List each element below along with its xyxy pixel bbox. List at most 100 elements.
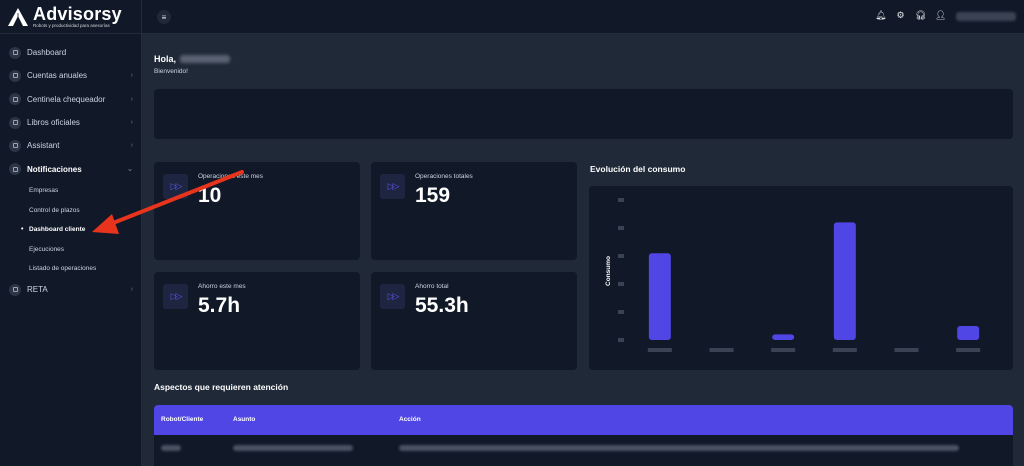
- user-name-redacted: [180, 55, 231, 63]
- chevron-right-icon: ›: [130, 286, 133, 294]
- logo-mark-icon: [8, 7, 28, 26]
- chart-svg: Consumo: [605, 198, 981, 352]
- stat-card-ahorro-mes: ▷▷ Ahorro este mes 5.7h: [154, 272, 360, 370]
- sidebar-item-label: Cuentas anuales: [27, 71, 88, 81]
- table-cell-redacted: [161, 445, 181, 451]
- brand-tagline: Robots y productividad para asesorías: [33, 22, 110, 28]
- table-cell-redacted: [233, 445, 353, 451]
- stat-value: 55.3h: [415, 294, 469, 317]
- sidebar-item-centinela[interactable]: Centinela chequeador ›: [0, 88, 141, 111]
- sidebar-item-label: Libros oficiales: [27, 118, 80, 128]
- stat-label: Operaciones este mes: [198, 173, 264, 180]
- y-tick-label-redacted: [618, 254, 624, 258]
- sidebar-item-label: Dashboard: [27, 48, 67, 58]
- box-icon: [9, 283, 21, 296]
- topbar: ≡ 🔔︎ ⚙ 🎧︎ 👤︎: [142, 0, 1024, 34]
- sidebar-subitem-label: Empresas: [29, 187, 59, 195]
- welcome-text: Bienvenido!: [154, 68, 188, 75]
- x-tick-label-redacted: [771, 348, 796, 352]
- sidebar-item-dashboard[interactable]: Dashboard: [0, 41, 141, 64]
- chart-icon: [9, 46, 21, 59]
- box-icon: [9, 163, 21, 176]
- brand-name: Advisorsy: [33, 3, 122, 24]
- fast-forward-icon: ▷▷: [163, 174, 188, 199]
- chart-bar[interactable]: [648, 253, 671, 340]
- attention-table: Robot/Cliente Asunto Acción: [154, 405, 1013, 466]
- stat-value: 5.7h: [198, 294, 241, 317]
- sidebar-item-libros-oficiales[interactable]: Libros oficiales ›: [0, 111, 141, 134]
- box-icon: [9, 69, 21, 82]
- user-icon[interactable]: 👤︎: [935, 10, 947, 20]
- greeting-text: Hola,: [154, 54, 177, 64]
- sidebar-item-label: Centinela chequeador: [27, 94, 106, 104]
- consumption-chart: Consumo: [589, 186, 1013, 370]
- table-cell-redacted: [399, 445, 959, 451]
- sidebar-subitem-listado-operaciones[interactable]: Listado de operaciones: [0, 259, 141, 279]
- sidebar-item-cuentas-anuales[interactable]: Cuentas anuales ›: [0, 64, 141, 87]
- fast-forward-icon: ▷▷: [380, 174, 405, 199]
- menu-toggle-icon[interactable]: ≡: [157, 10, 171, 24]
- column-header-asunto: Asunto: [233, 416, 256, 423]
- chevron-right-icon: ›: [130, 142, 133, 150]
- y-tick-label-redacted: [618, 310, 624, 314]
- x-tick-label-redacted: [894, 348, 919, 352]
- banner-panel: [154, 89, 1013, 139]
- box-icon: [9, 93, 21, 106]
- x-tick-label-redacted: [647, 348, 672, 352]
- sidebar: Advisorsy Robots y productividad para as…: [0, 0, 142, 466]
- stat-label: Ahorro este mes: [198, 283, 246, 290]
- stat-card-operaciones-mes: ▷▷ Operaciones este mes 10: [154, 162, 360, 260]
- y-tick-label-redacted: [618, 226, 624, 230]
- sidebar-nav: Dashboard Cuentas anuales › Centinela ch…: [0, 34, 141, 302]
- sidebar-subitem-control-plazos[interactable]: Control de plazos: [0, 200, 141, 220]
- chart-y-axis-label: Consumo: [605, 256, 612, 286]
- fast-forward-icon: ▷▷: [163, 284, 188, 309]
- brand-logo[interactable]: Advisorsy Robots y productividad para as…: [0, 0, 141, 34]
- column-header-robot-cliente: Robot/Cliente: [161, 416, 204, 423]
- gear-icon[interactable]: ⚙: [896, 10, 905, 20]
- box-icon: [9, 116, 21, 129]
- table-row[interactable]: [154, 435, 1013, 466]
- stat-value: 10: [198, 184, 222, 207]
- sidebar-subitem-label: Control de plazos: [29, 206, 80, 214]
- stat-card-ahorro-total: ▷▷ Ahorro total 55.3h: [371, 272, 577, 370]
- column-header-accion: Acción: [399, 416, 421, 423]
- sidebar-subitem-dashboard-cliente[interactable]: Dashboard cliente: [0, 220, 141, 240]
- table-header: Robot/Cliente Asunto Acción: [154, 405, 1013, 435]
- x-tick-label-redacted: [709, 348, 734, 352]
- sidebar-item-assistant[interactable]: Assistant ›: [0, 134, 141, 157]
- y-tick-label-redacted: [618, 338, 624, 342]
- stat-value: 159: [415, 184, 451, 207]
- chevron-right-icon: ›: [130, 95, 133, 103]
- topbar-actions: 🔔︎ ⚙ 🎧︎ 👤︎: [875, 10, 946, 21]
- chart-title: Evolución del consumo: [590, 164, 686, 174]
- sidebar-item-label: RETA: [27, 285, 48, 295]
- fast-forward-icon: ▷▷: [380, 284, 405, 309]
- attention-title: Aspectos que requieren atención: [154, 382, 289, 392]
- sidebar-subitem-label: Ejecuciones: [29, 245, 65, 253]
- sidebar-subitem-label: Listado de operaciones: [29, 265, 97, 273]
- greeting: Hola,: [154, 54, 231, 64]
- stat-label: Operaciones totales: [415, 173, 473, 180]
- user-name-redacted[interactable]: [956, 12, 1016, 21]
- chevron-right-icon: ›: [130, 72, 133, 80]
- sidebar-item-reta[interactable]: RETA ›: [0, 278, 141, 301]
- y-tick-label-redacted: [618, 198, 624, 202]
- sidebar-item-notificaciones[interactable]: Notificaciones ⌄: [0, 157, 141, 180]
- x-tick-label-redacted: [832, 348, 857, 352]
- headset-icon[interactable]: 🎧︎: [915, 10, 927, 20]
- sidebar-subitem-empresas[interactable]: Empresas: [0, 181, 141, 201]
- chart-bar[interactable]: [957, 326, 980, 340]
- sidebar-item-label: Assistant: [27, 141, 60, 151]
- box-icon: [9, 139, 21, 152]
- chevron-down-icon: ⌄: [127, 166, 133, 174]
- sidebar-subitem-label: Dashboard cliente: [29, 226, 86, 234]
- bell-icon[interactable]: 🔔︎: [875, 10, 887, 20]
- stat-card-operaciones-totales: ▷▷ Operaciones totales 159: [371, 162, 577, 260]
- stat-label: Ahorro total: [415, 283, 449, 290]
- chart-bar[interactable]: [772, 334, 795, 340]
- chevron-right-icon: ›: [130, 119, 133, 127]
- sidebar-item-label: Notificaciones: [27, 164, 82, 174]
- chart-bar[interactable]: [833, 222, 856, 340]
- sidebar-subitem-ejecuciones[interactable]: Ejecuciones: [0, 239, 141, 259]
